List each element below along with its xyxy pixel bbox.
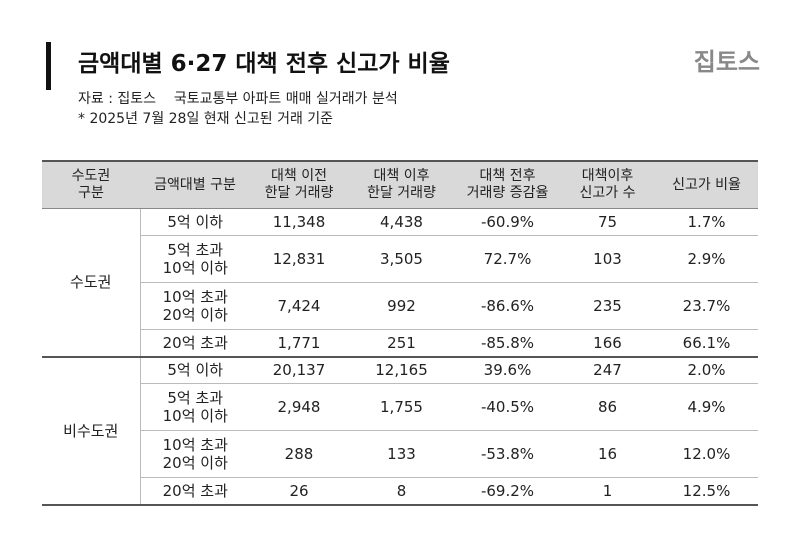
table-row: 5억 초과 10억 이하 2,948 1,755 -40.5% 86 4.9% — [42, 383, 758, 431]
title-bar — [46, 42, 51, 90]
value-cell: 8 — [348, 477, 455, 506]
value-cell: 12,165 — [348, 356, 455, 384]
column-header: 대책 이후 한달 거래량 — [348, 160, 455, 209]
column-header: 대책 이전 한달 거래량 — [250, 160, 348, 209]
title: 금액대별 6·27 대책 전후 신고가 비율 — [78, 51, 450, 77]
cell-line: 10억 이하 — [162, 407, 228, 425]
cell-line: 대책이후 — [581, 168, 634, 184]
band-cell: 20억 초과 — [140, 477, 250, 506]
column-header: 대책이후 신고가 수 — [560, 160, 655, 209]
cell-line: 20억 초과 — [162, 481, 228, 500]
cell-line: 신고가 수 — [579, 185, 636, 201]
band-cell: 5억 초과 10억 이하 — [140, 383, 250, 431]
value-cell: 247 — [560, 356, 655, 384]
cell-line: 대책 이전 — [271, 168, 327, 184]
value-cell: 2,948 — [250, 383, 348, 431]
value-cell: 7,424 — [250, 282, 348, 330]
cell-line: 10억 초과 — [162, 436, 228, 454]
value-cell: 1 — [560, 477, 655, 506]
value-cell: 75 — [560, 208, 655, 236]
value-cell: -40.5% — [455, 383, 560, 431]
band-cell: 5억 이하 — [140, 356, 250, 384]
value-cell: 20,137 — [250, 356, 348, 384]
cell-line: 10억 이하 — [162, 259, 228, 277]
value-cell: 3,505 — [348, 235, 455, 283]
cell-line: 구분 — [78, 185, 104, 201]
table-row: 20억 초과 1,771 251 -85.8% 166 66.1% — [42, 329, 758, 358]
table-row: 10억 초과 20억 이하 288 133 -53.8% 16 12.0% — [42, 430, 758, 478]
cell-line: 20억 이하 — [162, 306, 228, 324]
band-cell: 20억 초과 — [140, 329, 250, 358]
value-cell: 39.6% — [455, 356, 560, 384]
cell-line: 5억 초과 — [167, 241, 224, 259]
cell-line: 수도권 — [71, 168, 111, 184]
column-header: 금액대별 구분 — [140, 160, 250, 209]
value-cell: 12.5% — [655, 477, 758, 506]
value-cell: 2.0% — [655, 356, 758, 384]
cell-line: 한달 거래량 — [264, 185, 334, 201]
table-row: 20억 초과 26 8 -69.2% 1 12.5% — [42, 477, 758, 506]
value-cell: 103 — [560, 235, 655, 283]
value-cell: 235 — [560, 282, 655, 330]
logo: 집토스 — [693, 48, 760, 76]
band-cell: 5억 초과 10억 이하 — [140, 235, 250, 283]
cell-line: 5억 초과 — [167, 389, 224, 407]
value-cell: 4.9% — [655, 383, 758, 431]
value-cell: 1,771 — [250, 329, 348, 358]
value-cell: -60.9% — [455, 208, 560, 236]
value-cell: -86.6% — [455, 282, 560, 330]
value-cell: 66.1% — [655, 329, 758, 358]
cell-line: 금액대별 구분 — [154, 176, 236, 193]
table-row: 비수도권 5억 이하 20,137 12,165 39.6% 247 2.0% — [42, 356, 758, 506]
cell-line: 10억 초과 — [162, 288, 228, 306]
cell-line: 신고가 비율 — [672, 176, 741, 193]
value-cell: 72.7% — [455, 235, 560, 283]
band-cell: 5억 이하 — [140, 208, 250, 236]
cell-line: 20억 이하 — [162, 454, 228, 472]
cell-line: 한달 거래량 — [367, 185, 436, 201]
value-cell: 16 — [560, 430, 655, 478]
value-cell: 4,438 — [348, 208, 455, 236]
value-cell: 133 — [348, 430, 455, 478]
table-row: 5억 초과 10억 이하 12,831 3,505 72.7% 103 2.9% — [42, 235, 758, 283]
value-cell: 11,348 — [250, 208, 348, 236]
value-cell: 1.7% — [655, 208, 758, 236]
note: * 2025년 7월 28일 현재 신고된 거래 기준 — [78, 111, 334, 127]
cell-line: 5억 이하 — [167, 361, 224, 380]
value-cell: 12,831 — [250, 235, 348, 283]
cell-line: 대책 이후 — [373, 168, 430, 184]
cell-line: 대책 전후 — [479, 168, 536, 184]
value-cell: 86 — [560, 383, 655, 431]
value-cell: -69.2% — [455, 477, 560, 506]
value-cell: 992 — [348, 282, 455, 330]
value-cell: 2.9% — [655, 235, 758, 283]
table-row: 수도권 5억 이하 11,348 4,438 -60.9% 75 1.7% — [42, 208, 758, 358]
source: 자료 : 집토스 국토교통부 아파트 매매 실거래가 분석 — [78, 91, 398, 107]
cell-line: 5억 이하 — [167, 213, 224, 231]
value-cell: 251 — [348, 329, 455, 358]
value-cell: 1,755 — [348, 383, 455, 431]
band-cell: 10억 초과 20억 이하 — [140, 282, 250, 330]
cell-line: 거래량 증감율 — [466, 185, 549, 201]
header-row: 수도권 구분 금액대별 구분 대책 이전 한달 거래량 대책 이후 한달 거래량 대책 전후 거… — [42, 160, 758, 209]
column-header: 수도권 구분 — [42, 160, 140, 209]
column-header: 대책 전후 거래량 증감율 — [455, 160, 560, 209]
column-header: 신고가 비율 — [655, 160, 758, 209]
value-cell: -53.8% — [455, 430, 560, 478]
value-cell: 23.7% — [655, 282, 758, 330]
value-cell: 288 — [250, 430, 348, 478]
data-table: 수도권 구분 금액대별 구분 대책 이전 한달 거래량 대책 이후 한달 거래량 대책 전후 거… — [42, 160, 758, 506]
value-cell: -85.8% — [455, 329, 560, 358]
cell-line: 20억 초과 — [162, 333, 228, 352]
region-cell: 비수도권 — [42, 356, 141, 506]
region-cell: 수도권 — [42, 208, 141, 358]
table-body: 수도권 5억 이하 11,348 4,438 -60.9% 75 1.7% 5억 초과 10억 … — [42, 208, 758, 506]
table-row: 10억 초과 20억 이하 7,424 992 -86.6% 235 23.7% — [42, 282, 758, 330]
band-cell: 10억 초과 20억 이하 — [140, 430, 250, 478]
value-cell: 12.0% — [655, 430, 758, 478]
value-cell: 166 — [560, 329, 655, 358]
value-cell: 26 — [250, 477, 348, 506]
